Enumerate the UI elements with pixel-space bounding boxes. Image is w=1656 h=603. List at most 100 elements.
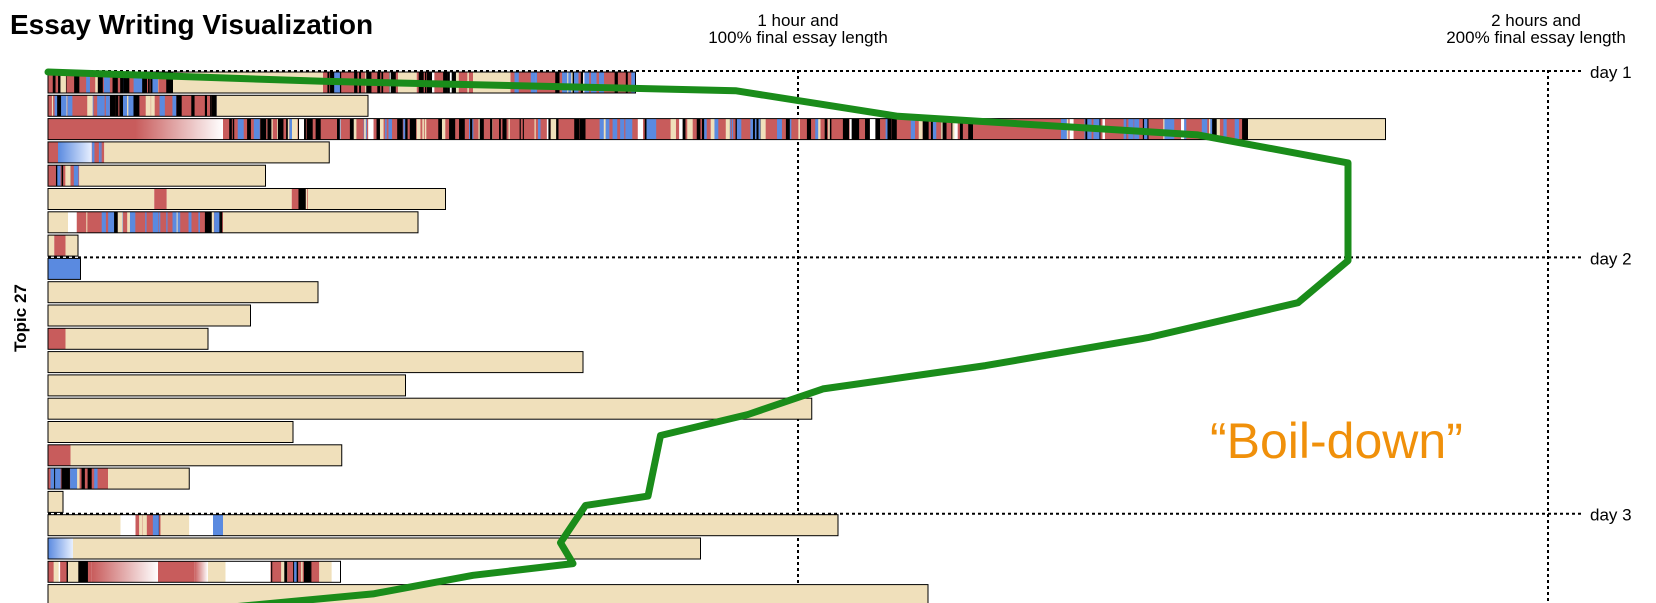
segment-mix bbox=[798, 118, 973, 140]
edit-mark bbox=[172, 95, 177, 117]
edit-mark bbox=[364, 118, 366, 140]
edit-mark bbox=[1216, 118, 1220, 140]
edit-mark bbox=[438, 118, 444, 140]
edit-mark bbox=[67, 561, 74, 583]
edit-mark bbox=[127, 211, 130, 233]
session-bar-11 bbox=[47, 304, 251, 327]
segment-gradblue bbox=[48, 538, 73, 559]
edit-mark bbox=[210, 95, 212, 117]
day-label-2: day 2 bbox=[1590, 249, 1632, 268]
edit-mark bbox=[574, 118, 580, 140]
edit-mark bbox=[113, 72, 118, 93]
edit-mark bbox=[299, 118, 305, 140]
edit-mark bbox=[760, 118, 766, 140]
segment-fade bbox=[91, 561, 158, 583]
edit-mark bbox=[301, 561, 303, 583]
edit-mark bbox=[65, 468, 70, 490]
session-outline bbox=[47, 118, 1386, 141]
edit-mark bbox=[519, 118, 521, 140]
edit-mark bbox=[143, 72, 148, 93]
boil-down-callout: “Boil-down” bbox=[1210, 413, 1463, 469]
edit-mark bbox=[579, 118, 586, 140]
edit-mark bbox=[132, 211, 136, 233]
edit-mark bbox=[785, 118, 791, 140]
segment-mixblue bbox=[76, 211, 223, 233]
edit-mark bbox=[422, 118, 424, 140]
edit-mark bbox=[60, 72, 65, 93]
segment-text bbox=[48, 374, 406, 396]
edit-mark bbox=[166, 211, 168, 233]
edit-mark bbox=[353, 118, 356, 140]
segment-fade bbox=[194, 561, 208, 583]
edit-mark bbox=[554, 118, 559, 140]
segment-text bbox=[216, 95, 368, 117]
session-outline bbox=[47, 374, 406, 397]
segment-delete bbox=[213, 514, 223, 536]
edit-mark bbox=[368, 118, 374, 140]
segment-text bbox=[208, 561, 226, 583]
edit-mark bbox=[681, 118, 686, 140]
edit-mark bbox=[562, 72, 568, 93]
edit-mark bbox=[87, 468, 92, 490]
edit-mark bbox=[951, 118, 953, 140]
session-bar-5 bbox=[47, 164, 266, 187]
edit-mark bbox=[76, 468, 80, 490]
edit-mark bbox=[954, 118, 958, 140]
edit-mark bbox=[52, 72, 56, 93]
edit-mark bbox=[62, 95, 67, 117]
edit-mark bbox=[703, 118, 707, 140]
edit-mark bbox=[133, 95, 140, 117]
edit-mark bbox=[625, 72, 628, 93]
session-bar-23 bbox=[47, 584, 929, 603]
edit-mark bbox=[376, 118, 380, 140]
edit-mark bbox=[119, 95, 124, 117]
edit-mark bbox=[78, 561, 84, 583]
edit-mark bbox=[57, 95, 62, 117]
edit-mark bbox=[405, 118, 408, 140]
edit-mark bbox=[55, 165, 61, 187]
edit-mark bbox=[188, 211, 192, 233]
edit-mark bbox=[67, 95, 73, 117]
segment-fade bbox=[135, 118, 223, 140]
segment-text bbox=[48, 211, 68, 233]
session-outline bbox=[47, 141, 330, 164]
edit-mark bbox=[687, 118, 693, 140]
session-outline bbox=[47, 421, 294, 443]
edit-mark bbox=[869, 118, 876, 140]
session-bar-14 bbox=[47, 374, 406, 397]
edit-mark bbox=[1201, 118, 1208, 140]
edit-mark bbox=[61, 165, 64, 187]
edit-mark bbox=[1246, 118, 1248, 140]
edit-mark bbox=[930, 118, 935, 140]
edit-mark bbox=[941, 118, 944, 140]
edit-mark bbox=[735, 118, 737, 140]
edit-mark bbox=[625, 118, 631, 140]
session-bar-18 bbox=[47, 467, 190, 490]
segment-text bbox=[48, 351, 583, 373]
edit-mark bbox=[534, 72, 538, 93]
edit-mark bbox=[854, 118, 860, 140]
edit-mark bbox=[192, 95, 194, 117]
edit-mark bbox=[590, 72, 597, 93]
edit-mark bbox=[646, 118, 650, 140]
edit-mark bbox=[605, 118, 610, 140]
edit-mark bbox=[108, 211, 115, 233]
edit-mark bbox=[887, 118, 892, 140]
edit-mark bbox=[204, 211, 211, 233]
segment-text bbox=[319, 561, 332, 583]
session-outline bbox=[47, 584, 929, 603]
segment-text bbox=[70, 444, 342, 466]
edit-mark bbox=[247, 118, 251, 140]
edit-mark bbox=[574, 118, 577, 140]
segment-text bbox=[65, 328, 208, 350]
edit-mark bbox=[211, 211, 214, 233]
edit-mark bbox=[97, 72, 103, 93]
edit-mark bbox=[291, 118, 298, 140]
edit-mark bbox=[86, 211, 88, 233]
edit-mark bbox=[145, 211, 147, 233]
segment-gradblue bbox=[58, 141, 92, 163]
segment-blank bbox=[68, 211, 77, 233]
edit-mark bbox=[148, 72, 150, 93]
edit-mark bbox=[789, 118, 792, 140]
